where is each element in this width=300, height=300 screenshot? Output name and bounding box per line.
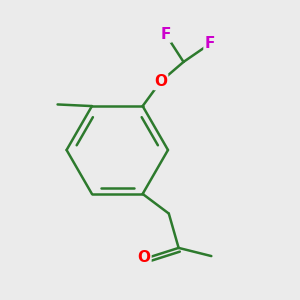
Text: F: F: [160, 27, 171, 42]
Text: F: F: [205, 36, 215, 51]
Text: O: O: [137, 250, 150, 265]
Text: O: O: [154, 74, 167, 89]
